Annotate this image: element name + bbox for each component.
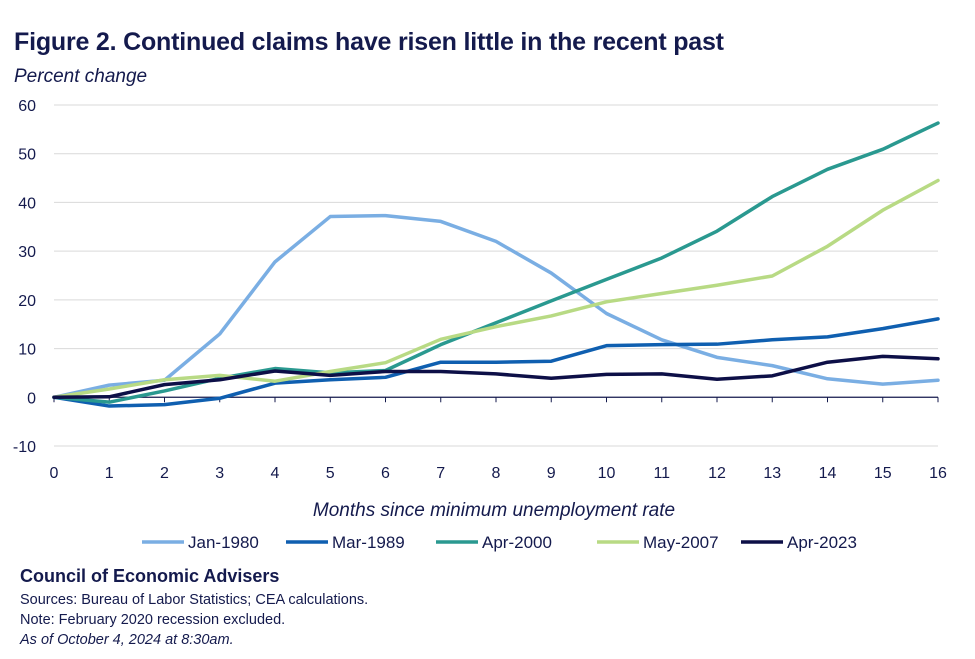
x-tick-label: 1 — [105, 465, 114, 482]
footer: Council of Economic Advisers Sources: Bu… — [20, 566, 368, 650]
y-tick-label: 10 — [18, 342, 36, 359]
legend-label: Mar-1989 — [332, 533, 405, 552]
x-tick-labels: 0 1 2 3 4 5 6 7 8 9 10 11 12 13 14 15 16 — [50, 465, 947, 482]
series-line-may-2007 — [52, 178, 940, 400]
x-tick-label: 10 — [598, 465, 616, 482]
y-axis-label: Percent change — [14, 66, 148, 87]
series-lines — [52, 121, 940, 408]
y-tick-label: 40 — [18, 195, 36, 212]
legend-label: Apr-2000 — [482, 533, 552, 552]
sources-note: Sources: Bureau of Labor Statistics; CEA… — [20, 592, 369, 608]
x-tick-label: 11 — [653, 465, 670, 482]
x-tick-label: 14 — [819, 465, 837, 482]
gridlines — [54, 104, 938, 447]
legend: Jan-1980 Mar-1989 Apr-2000 May-2007 Apr-2023 — [142, 533, 857, 552]
x-tick-label: 8 — [492, 465, 501, 482]
x-tick-label: 6 — [381, 465, 390, 482]
legend-label: Apr-2023 — [787, 533, 857, 552]
recession-note: Note: February 2020 recession excluded. — [20, 612, 286, 628]
legend-label: May-2007 — [643, 533, 719, 552]
series-line-mar-1989 — [52, 317, 940, 408]
y-tick-label: 30 — [18, 244, 36, 261]
series-line-jan-1980 — [52, 213, 940, 400]
x-tick-label: 2 — [160, 465, 169, 482]
x-tick-label: 15 — [874, 465, 892, 482]
x-tick-label: 4 — [271, 465, 280, 482]
y-tick-label: 50 — [18, 147, 36, 164]
x-tick-label: 3 — [215, 465, 224, 482]
chart-title: Figure 2. Continued claims have risen li… — [14, 28, 724, 56]
y-tick-label: 60 — [18, 98, 36, 115]
y-tick-label: -10 — [13, 439, 36, 456]
x-tick-label: 13 — [763, 465, 781, 482]
series-line-apr-2023 — [52, 354, 940, 400]
x-tick-label: 16 — [929, 465, 947, 482]
x-axis-label: Months since minimum unemployment rate — [313, 500, 675, 521]
legend-label: Jan-1980 — [188, 533, 259, 552]
y-tick-label: 0 — [27, 390, 36, 407]
x-tick-label: 0 — [50, 465, 59, 482]
source-organization: Council of Economic Advisers — [20, 566, 280, 586]
y-tick-label: 20 — [18, 293, 36, 310]
x-tick-label: 12 — [708, 465, 726, 482]
as-of-date: As of October 4, 2024 at 8:30am. — [20, 632, 234, 648]
y-tick-labels: -10 0 10 20 30 40 50 60 — [13, 98, 36, 456]
x-tick-label: 9 — [547, 465, 556, 482]
x-tick-label: 7 — [436, 465, 445, 482]
x-tick-label: 5 — [326, 465, 335, 482]
